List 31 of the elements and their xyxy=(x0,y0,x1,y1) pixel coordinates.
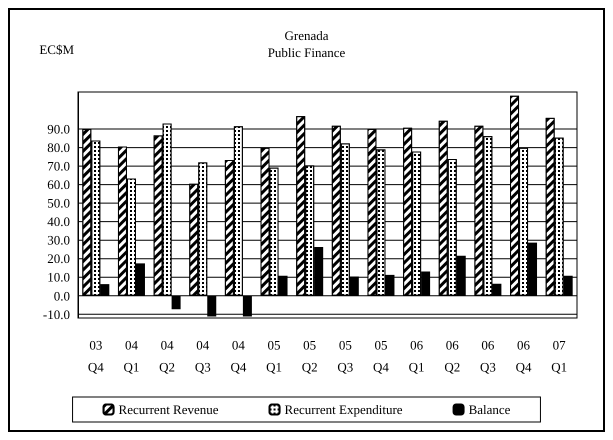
y-tick-label: 10.0 xyxy=(47,270,70,285)
legend-label: Recurrent Revenue xyxy=(118,402,219,417)
x-tick-label: 04 Q1 xyxy=(124,338,140,374)
y-tick-label: 90.0 xyxy=(47,122,70,137)
y-tick-label: 0.0 xyxy=(54,288,70,304)
x-tick-label: 05 Q3 xyxy=(337,338,354,374)
x-tick-label: 06 Q4 xyxy=(516,338,532,374)
x-tick-label: 04 Q2 xyxy=(159,338,176,374)
y-tick-label: -10.0 xyxy=(42,306,70,322)
x-tick-label: 06 Q1 xyxy=(408,338,425,374)
y-tick-label: 30.0 xyxy=(47,232,70,248)
x-tick-label: 06 Q3 xyxy=(480,338,496,374)
y-tick-label: 40.0 xyxy=(47,214,70,230)
x-tick-label: 05 Q2 xyxy=(302,338,318,374)
x-tick-label: 07 Q1 xyxy=(551,338,568,374)
y-tick-label: 50.0 xyxy=(47,196,70,211)
legend-label: Recurrent Expenditure xyxy=(284,402,403,417)
x-tick-label: 04 Q4 xyxy=(230,338,247,374)
chart-title: Grenada xyxy=(284,28,329,43)
chart-subtitle: Public Finance xyxy=(268,45,346,60)
x-tick-label: 06 Q2 xyxy=(444,338,460,374)
y-tick-label: 70.0 xyxy=(47,158,70,174)
y-tick-label: 80.0 xyxy=(47,140,70,156)
x-tick-label: 05 Q4 xyxy=(373,338,390,374)
x-tick-label: 03 Q4 xyxy=(88,338,104,374)
legend-label: Balance xyxy=(468,402,511,417)
x-tick-label: 05 Q1 xyxy=(266,338,282,374)
x-tick-label: 04 Q3 xyxy=(194,338,211,374)
y-axis-title: EC$M xyxy=(39,42,74,57)
y-tick-label: 60.0 xyxy=(47,177,70,192)
y-tick-label: 20.0 xyxy=(47,251,70,266)
